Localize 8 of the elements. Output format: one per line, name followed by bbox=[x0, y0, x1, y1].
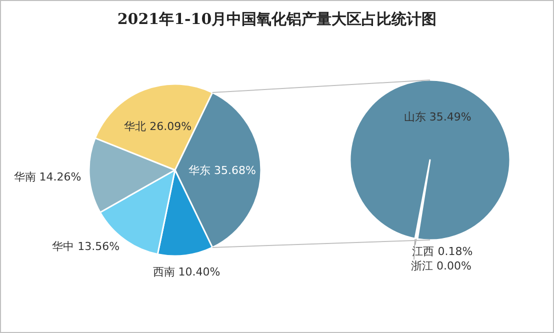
category-label: 浙江 0.00% bbox=[410, 260, 472, 273]
slice-label: 华中 13.56% bbox=[52, 240, 120, 253]
slice-label: 山东 35.49% bbox=[404, 110, 472, 124]
chart-title: 2021年1-10月中国氧化铝产量大区占比统计图 bbox=[117, 10, 437, 28]
slice-label: 华东 35.68% bbox=[188, 164, 256, 177]
slice-label: 华北 26.09% bbox=[124, 120, 192, 133]
slice-label: 华南 14.26% bbox=[14, 170, 82, 184]
slice-label: 西南 10.40% bbox=[152, 265, 220, 278]
